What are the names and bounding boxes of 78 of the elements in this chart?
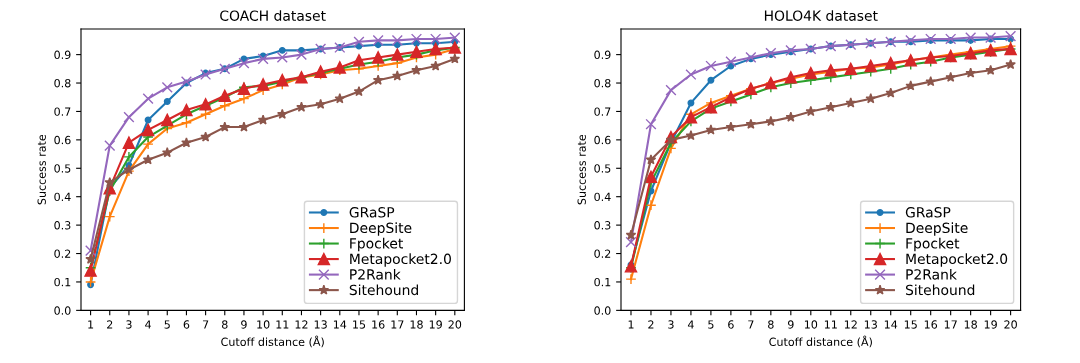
chart-title: COACH dataset	[220, 10, 326, 21]
legend-label: P2Rank	[350, 268, 401, 280]
x-tick-label: 8	[768, 320, 774, 329]
x-tick-label: 3	[668, 320, 674, 329]
y-tick-label: 0.6	[54, 135, 71, 145]
chart-title: HOLO4K dataset	[764, 10, 878, 21]
x-tick-label: 10	[804, 320, 818, 329]
y-tick-label: 0.1	[594, 277, 611, 287]
y-tick-label: 0.0	[594, 306, 611, 315]
y-tick-label: 0.2	[54, 249, 71, 258]
y-tick-label: 0.7	[594, 107, 611, 116]
x-tick-label: 13	[314, 320, 327, 329]
legend-label: Metapocket2.0	[906, 253, 1008, 267]
y-tick-label: 0.3	[594, 221, 611, 230]
y-tick-label: 0.9	[54, 50, 71, 59]
x-tick-label: 14	[884, 320, 898, 329]
x-tick-label: 7	[202, 320, 209, 329]
x-tick-label: 15	[904, 320, 917, 329]
x-tick-label: 2	[648, 320, 654, 329]
x-tick-label: 9	[787, 320, 794, 329]
x-tick-label: 2	[107, 320, 113, 329]
legend-label: Fpocket	[906, 237, 960, 252]
x-tick-label: 1	[88, 320, 94, 329]
legend-label: DeepSite	[350, 222, 412, 236]
y-tick-label: 0.7	[54, 107, 71, 116]
x-tick-label: 20	[448, 320, 462, 329]
legend-label: GRaSP	[905, 207, 951, 218]
legend-label: Fpocket	[350, 237, 403, 252]
legend-label: GRaSP	[349, 207, 395, 218]
x-tick-label: 8	[221, 320, 228, 329]
x-axis-title: Cutoff distance (Å)	[221, 335, 324, 348]
y-axis-title: Success rate	[577, 134, 586, 205]
y-tick-label: 0.8	[54, 79, 71, 88]
y-tick-label: 0.4	[54, 192, 71, 202]
y-tick-label: 0.1	[54, 277, 71, 287]
x-tick-label: 6	[728, 320, 734, 329]
x-tick-label: 19	[984, 320, 997, 329]
x-tick-label: 14	[333, 320, 347, 329]
x-tick-label: 11	[276, 320, 289, 329]
x-tick-label: 16	[372, 320, 385, 329]
x-tick-label: 4	[145, 320, 152, 329]
y-tick-label: 0.0	[54, 306, 71, 315]
legend-label: Metapocket2.0	[350, 253, 451, 267]
x-tick-label: 12	[295, 320, 308, 329]
x-tick-label: 1	[628, 320, 634, 329]
x-tick-label: 3	[126, 320, 132, 329]
x-tick-label: 17	[391, 320, 404, 329]
x-tick-label: 20	[1004, 320, 1017, 329]
x-tick-label: 10	[257, 320, 270, 329]
x-tick-label: 12	[844, 320, 857, 329]
legend-label: Sitehound	[905, 284, 975, 296]
x-tick-label: 18	[964, 320, 977, 329]
x-tick-label: 5	[708, 320, 714, 329]
legend-label: Sitehound	[349, 284, 418, 296]
y-tick-label: 0.4	[594, 192, 611, 202]
x-tick-label: 19	[429, 320, 442, 329]
y-tick-label: 0.5	[54, 164, 71, 173]
y-tick-label: 0.3	[54, 221, 71, 230]
y-tick-label: 0.5	[594, 164, 611, 173]
y-tick-label: 0.6	[594, 135, 611, 145]
x-tick-label: 9	[241, 320, 247, 329]
x-tick-label: 4	[687, 320, 694, 329]
x-tick-label: 13	[864, 320, 877, 329]
legend-label: DeepSite	[906, 222, 968, 236]
y-tick-label: 0.8	[594, 79, 611, 88]
x-tick-label: 11	[824, 320, 837, 329]
x-axis-title: Cutoff distance (Å)	[769, 335, 872, 348]
x-tick-label: 6	[183, 320, 190, 329]
y-tick-label: 0.9	[594, 50, 611, 59]
x-tick-label: 16	[924, 320, 938, 329]
y-axis-title: Success rate	[37, 134, 46, 205]
y-tick-label: 0.2	[594, 249, 611, 258]
x-tick-label: 17	[944, 320, 957, 329]
x-tick-label: 15	[353, 320, 366, 329]
x-tick-label: 7	[748, 320, 754, 329]
x-tick-label: 18	[410, 320, 423, 329]
legend-label: P2Rank	[906, 268, 957, 280]
x-tick-label: 5	[164, 320, 170, 329]
